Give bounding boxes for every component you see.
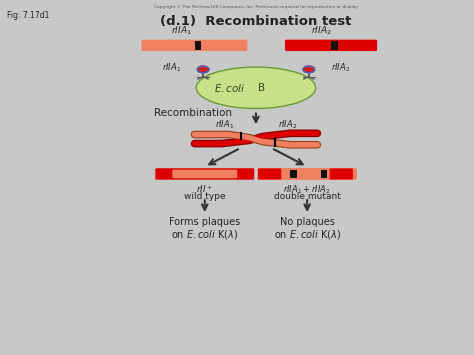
FancyBboxPatch shape [330, 168, 353, 180]
Text: Copyright © The McGraw-Hill Companies, Inc. Permission required for reproduction: Copyright © The McGraw-Hill Companies, I… [154, 5, 358, 9]
Text: $rIIA_2$: $rIIA_2$ [278, 119, 297, 131]
Text: (d.1)  Recombination test: (d.1) Recombination test [160, 15, 352, 28]
Text: $rIIA_1$: $rIIA_1$ [171, 25, 191, 38]
Text: No plaques: No plaques [280, 217, 335, 227]
Text: wild type: wild type [184, 192, 226, 201]
Text: on $E. coli$ K($\lambda$): on $E. coli$ K($\lambda$) [171, 228, 238, 241]
Text: $rIIA_2$: $rIIA_2$ [310, 25, 331, 38]
FancyBboxPatch shape [258, 168, 356, 180]
Bar [331, 41, 337, 50]
Bar [321, 170, 327, 178]
FancyBboxPatch shape [173, 170, 237, 178]
Text: $rIIA_1 + rIIA_2$: $rIIA_1 + rIIA_2$ [283, 183, 331, 196]
Text: Forms plaques: Forms plaques [169, 217, 240, 227]
Ellipse shape [196, 67, 316, 109]
Text: Fig: 7.17d1: Fig: 7.17d1 [7, 11, 49, 20]
Circle shape [303, 66, 315, 73]
Bar [195, 41, 201, 50]
Text: B: B [258, 83, 265, 93]
FancyBboxPatch shape [142, 40, 247, 51]
Text: $rIIA_2$: $rIIA_2$ [331, 62, 350, 74]
Text: Recombination: Recombination [154, 108, 232, 119]
FancyBboxPatch shape [285, 40, 377, 51]
Text: $rIIA_1$: $rIIA_1$ [162, 62, 181, 74]
FancyBboxPatch shape [155, 168, 254, 180]
Text: on $E. coli$ K($\lambda$): on $E. coli$ K($\lambda$) [273, 228, 341, 241]
Text: $rIIA_1$: $rIIA_1$ [215, 119, 234, 131]
Bar [291, 170, 297, 178]
FancyBboxPatch shape [258, 168, 356, 180]
Text: double mutant: double mutant [273, 192, 341, 201]
FancyBboxPatch shape [258, 168, 281, 180]
Circle shape [197, 66, 209, 73]
Text: $E. coli$: $E. coli$ [214, 82, 246, 94]
Text: $rII^+$: $rII^+$ [196, 183, 213, 195]
